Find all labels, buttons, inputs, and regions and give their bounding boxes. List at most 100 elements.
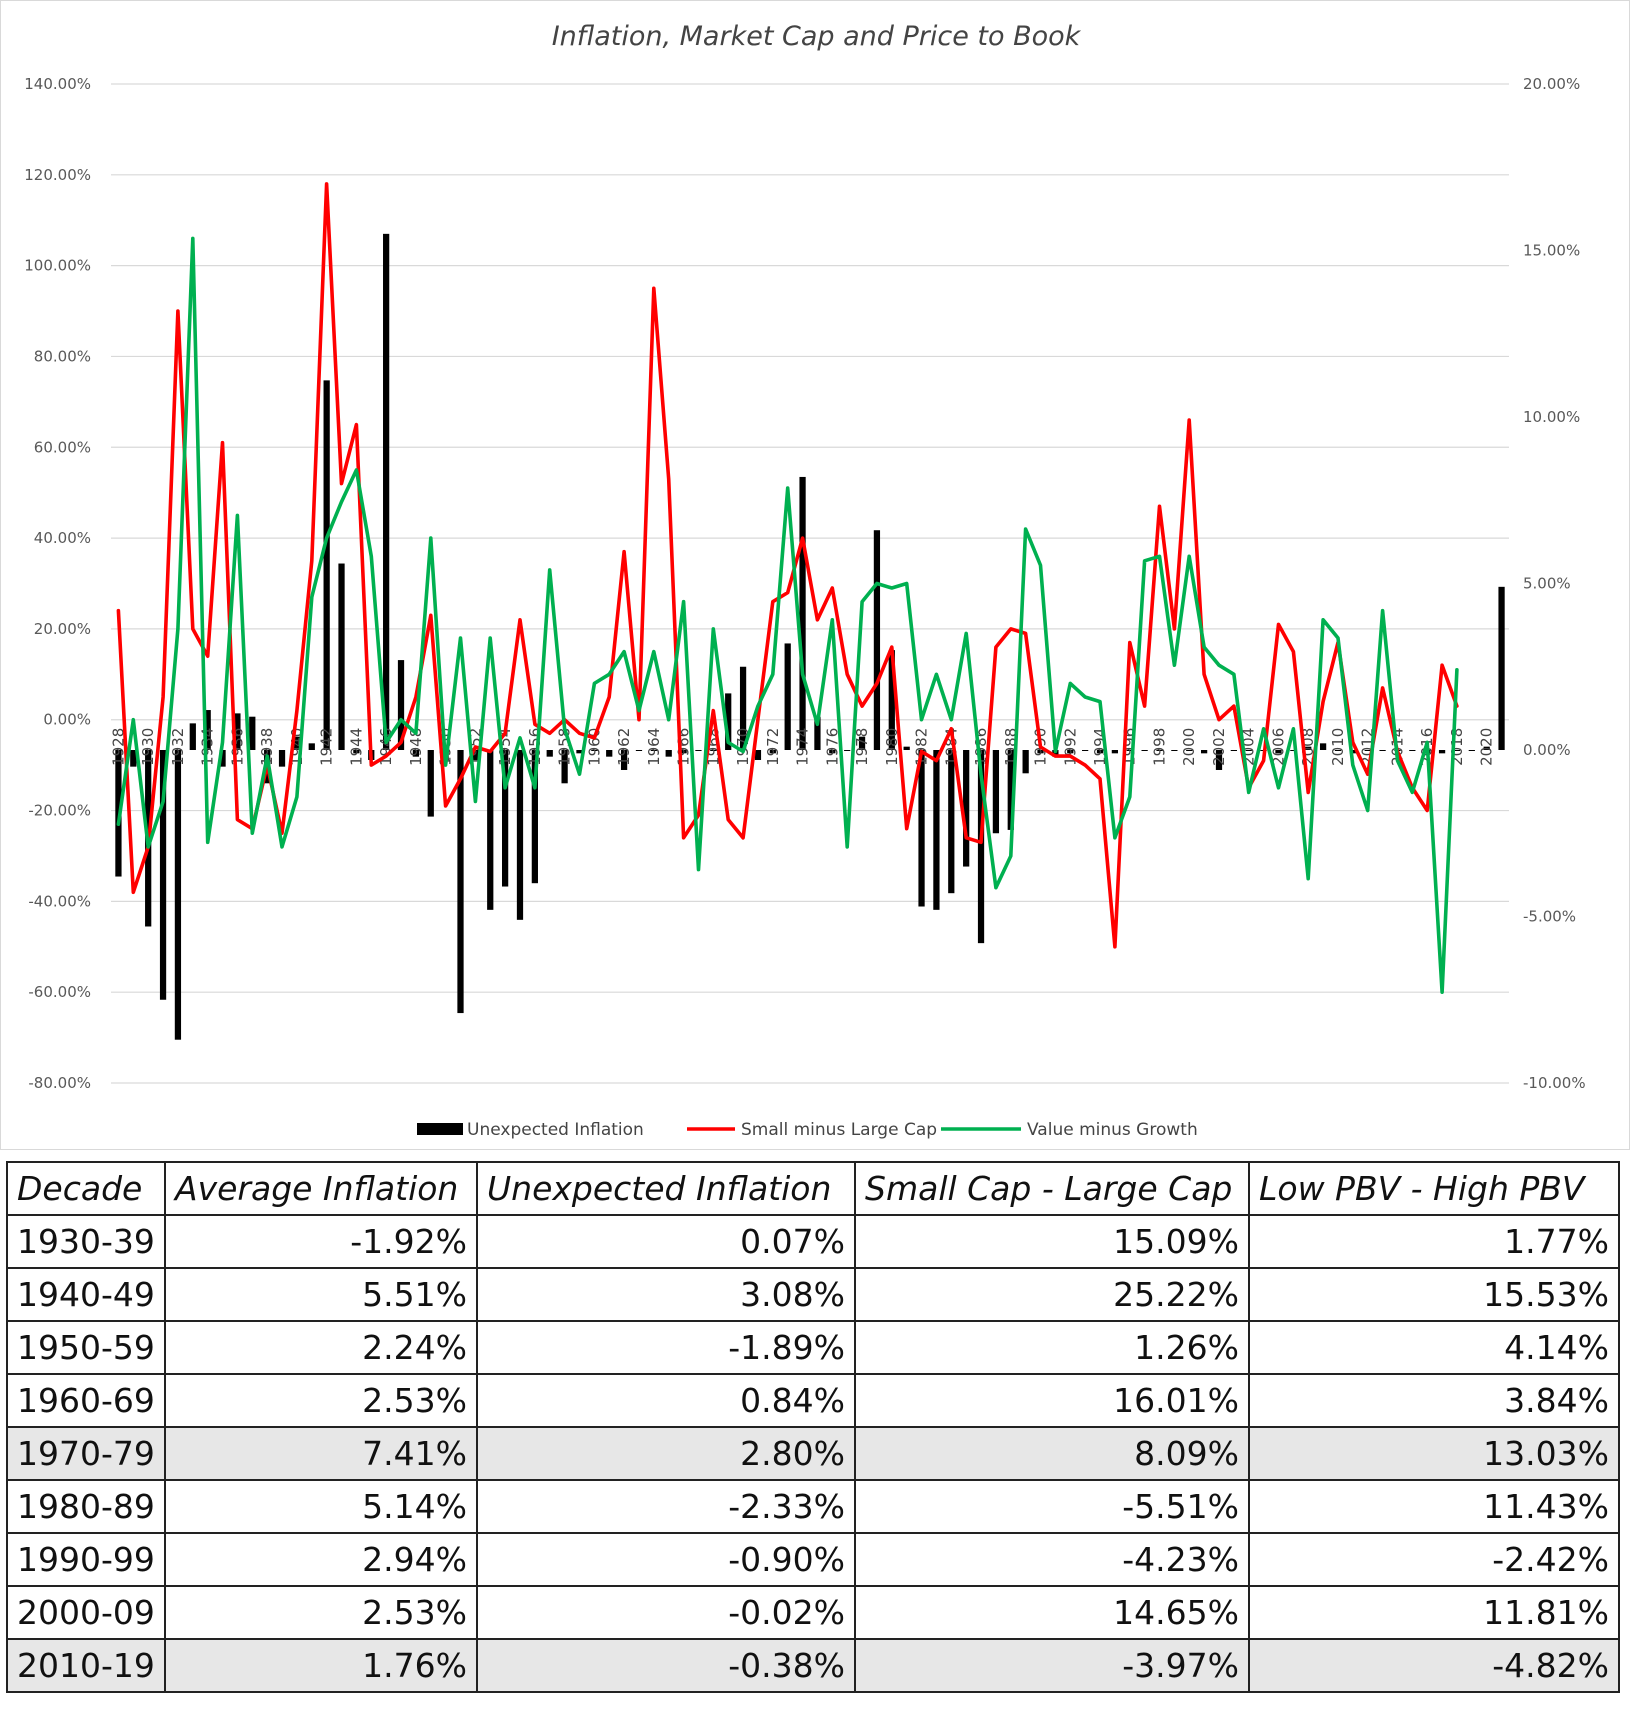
x-tick-label: 2018 [1448, 728, 1466, 766]
unexpected-inflation-bar [1082, 750, 1089, 751]
x-tick-label: 1974 [794, 728, 812, 766]
decade-table: Decade Average Inflation Unexpected Inflat… [6, 1161, 1620, 1693]
x-tick-label: 1998 [1151, 728, 1169, 766]
unexpected-inflation-bar [1498, 586, 1505, 750]
unexpected-inflation-bar [739, 666, 747, 750]
value-cell: -0.02% [476, 1585, 856, 1640]
unexpected-inflation-bar [918, 750, 925, 907]
legend-swatch-unexpected-inflation [417, 1123, 463, 1135]
unexpected-inflation-bar [1230, 750, 1237, 751]
chart-panel: Inflation, Market Cap and Price to Book … [0, 0, 1630, 1150]
value-cell: 5.14% [164, 1479, 478, 1534]
left-tick-label: -20.00% [28, 802, 91, 820]
unexpected-inflation-bar [1379, 750, 1386, 751]
value-cell: 11.81% [1248, 1585, 1620, 1640]
table-row: 1960-69 2.53% 0.84% 16.01% 3.84% [6, 1373, 1620, 1428]
unexpected-inflation-bar [1319, 743, 1327, 750]
column-header: Average Inflation [164, 1161, 478, 1216]
unexpected-inflation-bar [844, 750, 851, 751]
value-cell: 2.94% [164, 1532, 478, 1587]
unexpected-inflation-bar [695, 750, 702, 751]
unexpected-inflation-bar [204, 710, 211, 750]
x-tick-label: 1976 [823, 728, 841, 766]
unexpected-inflation-bar [680, 750, 687, 754]
unexpected-inflation-bars [115, 233, 1505, 1040]
table-row: 1990-99 2.94% -0.90% -4.23% -2.42% [6, 1532, 1620, 1587]
combo-chart: Inflation, Market Cap and Price to Book … [24, 21, 1586, 1140]
left-tick-label: 80.00% [34, 347, 91, 365]
value-cell: -5.51% [854, 1479, 1250, 1534]
unexpected-inflation-bar [412, 750, 420, 757]
table-row: 1950-59 2.24% -1.89% 1.26% 4.14% [6, 1320, 1620, 1375]
x-tick-label: 1964 [645, 728, 663, 766]
value-cell: -3.97% [854, 1638, 1250, 1693]
unexpected-inflation-bar [1007, 750, 1014, 830]
column-header: Decade [6, 1161, 166, 1216]
series-lines [116, 182, 1459, 995]
unexpected-inflation-bar [487, 750, 494, 910]
unexpected-inflation-bar [1438, 750, 1446, 754]
unexpected-inflation-bar [888, 650, 895, 750]
unexpected-inflation-bar [234, 713, 241, 750]
value-minus-growth-line [116, 236, 1459, 995]
right-tick-label: 15.00% [1523, 242, 1580, 260]
unexpected-inflation-bar [725, 693, 732, 750]
unexpected-inflation-bar [606, 750, 613, 757]
left-tick-label: -60.00% [28, 983, 91, 1001]
unexpected-inflation-bar [174, 750, 182, 1040]
unexpected-inflation-bar [1453, 750, 1461, 751]
unexpected-inflation-bar [1275, 750, 1282, 754]
unexpected-inflation-bar [1022, 750, 1029, 774]
unexpected-inflation-bar [383, 233, 390, 751]
left-tick-label: 0.00% [43, 711, 91, 729]
value-cell: 0.84% [476, 1373, 856, 1428]
unexpected-inflation-bar [546, 750, 553, 757]
x-tick-label: 2000 [1180, 728, 1198, 766]
x-tick-label: 1980 [883, 728, 901, 766]
decade-cell: 2010-19 [6, 1638, 166, 1693]
value-cell: 5.51% [164, 1267, 478, 1322]
x-tick-label: 1944 [347, 728, 365, 766]
value-cell: -1.92% [164, 1214, 478, 1269]
table-header-row: Decade Average Inflation Unexpected Inflat… [6, 1161, 1620, 1216]
unexpected-inflation-bar [769, 750, 776, 754]
unexpected-inflation-bar [1111, 750, 1119, 754]
value-cell: 14.65% [854, 1585, 1250, 1640]
value-cell: 15.09% [854, 1214, 1250, 1269]
column-header: Low PBV - High PBV [1248, 1161, 1620, 1216]
unexpected-inflation-bar [249, 716, 256, 750]
unexpected-inflation-bar [710, 750, 717, 751]
unexpected-inflation-bar [1334, 750, 1342, 751]
table-row: 1930-39 -1.92% 0.07% 15.09% 1.77% [6, 1214, 1620, 1269]
right-tick-label: -10.00% [1523, 1074, 1586, 1092]
unexpected-inflation-bar [933, 750, 940, 910]
unexpected-inflation-bar [1126, 750, 1133, 751]
unexpected-inflation-bar [858, 736, 866, 750]
value-cell: 11.43% [1248, 1479, 1620, 1534]
value-cell: -1.89% [476, 1320, 856, 1375]
chart-title: Inflation, Market Cap and Price to Book [552, 21, 1082, 52]
decade-cell: 1950-59 [6, 1320, 166, 1375]
table-row: 2010-19 1.76% -0.38% -3.97% -4.82% [6, 1638, 1620, 1693]
x-tick-label: 1938 [258, 728, 276, 766]
decade-cell: 2000-09 [6, 1585, 166, 1640]
unexpected-inflation-bar [1156, 750, 1163, 751]
table-body: 1930-39 -1.92% 0.07% 15.09% 1.77% 1940-49 5.51… [6, 1214, 1620, 1693]
unexpected-inflation-bar [1364, 750, 1371, 751]
left-tick-label: 100.00% [24, 257, 91, 275]
right-tick-label: 5.00% [1523, 575, 1571, 593]
x-tick-label: 1956 [526, 728, 544, 766]
x-tick-label: 1942 [318, 728, 336, 766]
right-axis: -10.00% -5.00% 0.00% 5.00% 10.00% 15.00% 20.00… [1523, 75, 1586, 1092]
right-tick-label: -5.00% [1523, 908, 1576, 926]
unexpected-inflation-bar [278, 750, 286, 767]
unexpected-inflation-bar [620, 750, 628, 770]
legend-label: Unexpected Inflation [467, 1120, 644, 1140]
x-tick-label: 1936 [228, 728, 246, 766]
unexpected-inflation-bar [784, 643, 791, 750]
unexpected-inflation-bar [1290, 750, 1297, 751]
unexpected-inflation-bar [457, 750, 464, 1014]
unexpected-inflation-bar [1305, 746, 1312, 750]
value-cell: -4.23% [854, 1532, 1250, 1587]
unexpected-inflation-bar [576, 750, 583, 754]
